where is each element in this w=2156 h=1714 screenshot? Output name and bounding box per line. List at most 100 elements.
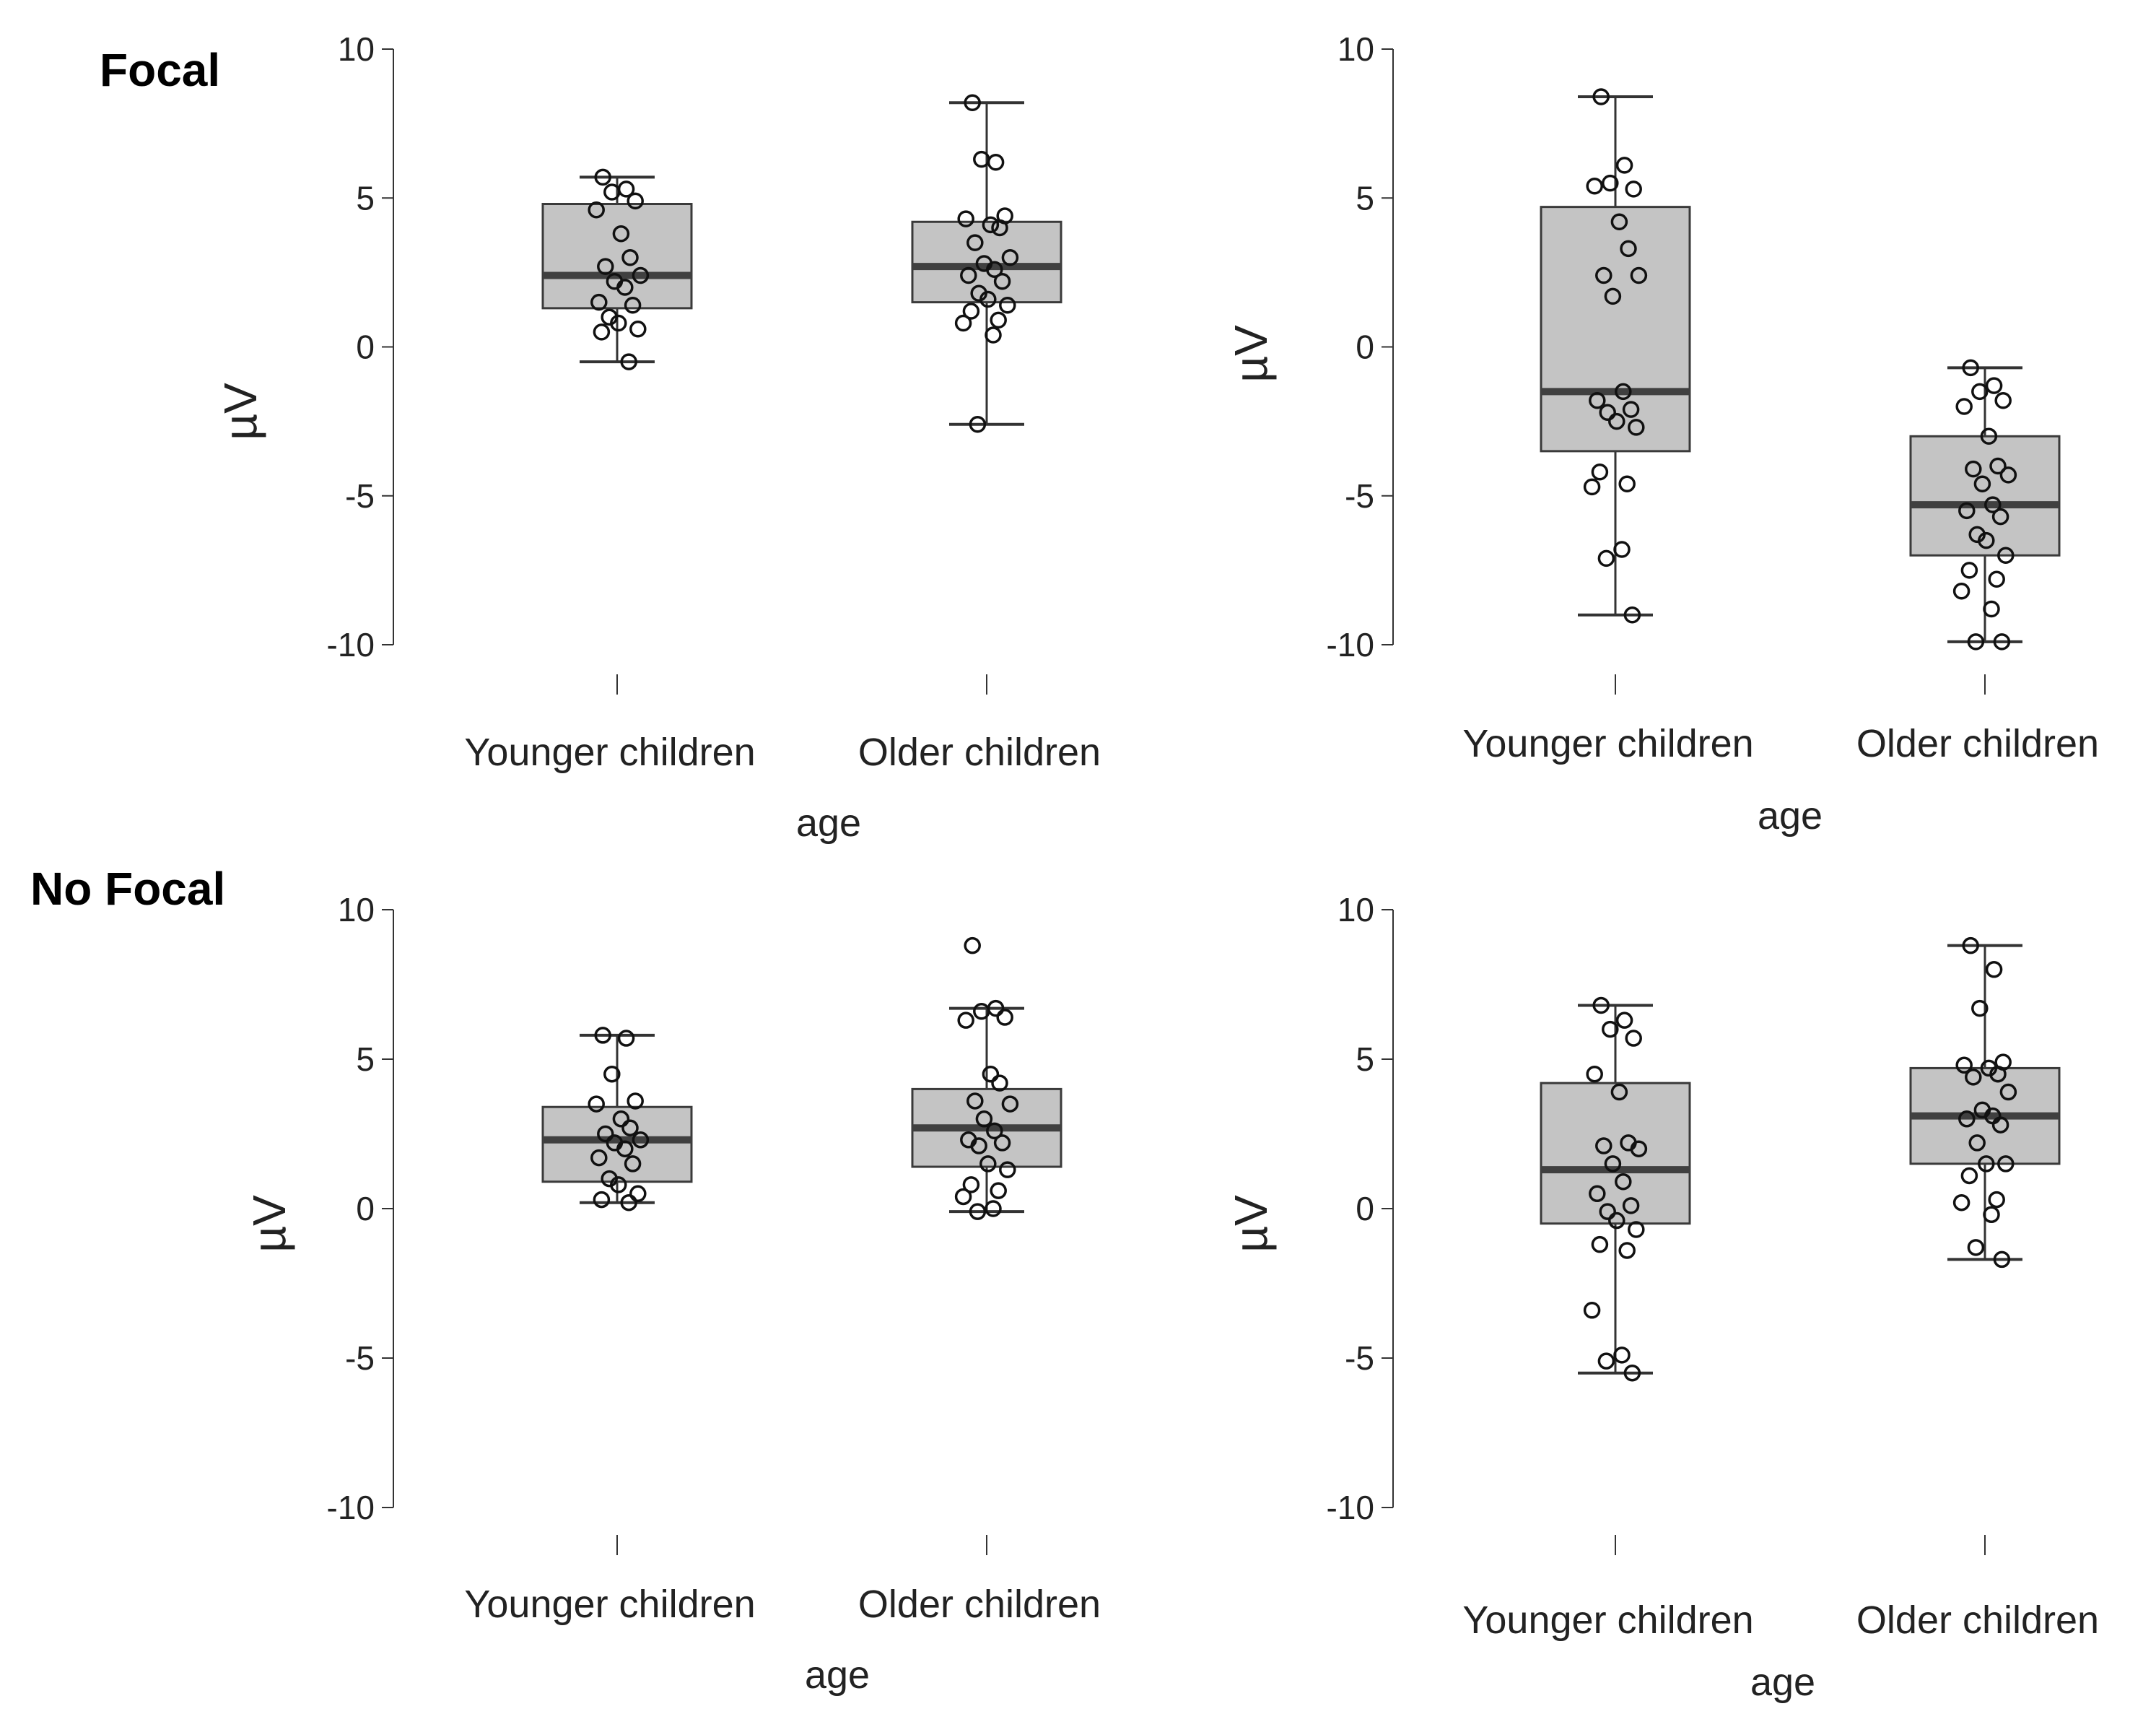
- data-point: [1001, 1095, 1019, 1113]
- data-point: [612, 225, 630, 243]
- data-point: [632, 1131, 650, 1149]
- y-tick-label: 0: [356, 1190, 375, 1227]
- data-point: [590, 293, 608, 311]
- y-tick-label: 10: [1337, 30, 1374, 68]
- data-point: [588, 201, 605, 219]
- data-point: [1958, 1110, 1976, 1128]
- data-point: [969, 416, 987, 433]
- data-point: [964, 94, 981, 111]
- data-point: [617, 1030, 635, 1047]
- data-point: [1978, 531, 1995, 549]
- box-iqr: [911, 220, 1062, 304]
- data-point: [957, 1012, 974, 1029]
- data-point: [1988, 1191, 2005, 1209]
- data-point: [1984, 496, 2002, 513]
- data-point: [975, 1110, 993, 1128]
- y-tick-label: 5: [1356, 1040, 1374, 1078]
- x-axis-label: age: [1758, 794, 1823, 838]
- y-tick-label: 10: [1337, 891, 1374, 928]
- data-point: [966, 1092, 984, 1110]
- x-category-label: Older children: [1856, 1598, 2099, 1642]
- y-axis-label: µV: [214, 383, 266, 440]
- data-point: [1615, 1012, 1633, 1029]
- data-point: [1613, 541, 1631, 558]
- row-label-no-focal: No Focal: [30, 863, 226, 915]
- data-point: [1610, 1083, 1628, 1101]
- data-point: [1583, 1302, 1601, 1319]
- data-point: [1597, 1352, 1615, 1370]
- data-point: [1622, 1197, 1640, 1214]
- data-point: [1971, 999, 1989, 1017]
- data-point: [966, 234, 984, 251]
- data-point: [1630, 1140, 1648, 1157]
- y-tick-label: 0: [1356, 329, 1374, 366]
- panel-3: 10 5 0 -5 -10 µV Younger children Older childre…: [243, 891, 1101, 1697]
- data-point: [964, 936, 981, 954]
- panel-2: 10 5 0 -5 -10 µV Younger children Older childre…: [1225, 30, 2099, 838]
- y-tick-label: 5: [356, 179, 375, 217]
- data-point: [1958, 502, 1976, 520]
- y-tick-label: -10: [1327, 626, 1374, 664]
- y-tick-label: 0: [1356, 1190, 1374, 1227]
- data-point: [612, 1110, 630, 1128]
- data-point: [629, 321, 647, 338]
- data-point: [1615, 383, 1632, 401]
- y-tick-label: -5: [345, 1339, 375, 1377]
- data-point: [999, 297, 1016, 314]
- data-point: [1960, 1167, 1978, 1185]
- data-point: [590, 1149, 608, 1167]
- data-point: [1620, 240, 1637, 258]
- x-category-label: Older children: [858, 731, 1101, 774]
- data-point: [624, 297, 642, 314]
- data-point: [1971, 383, 1989, 401]
- y-tick-label: 5: [1356, 179, 1374, 217]
- y-tick-label: -5: [1345, 477, 1374, 515]
- data-point: [1597, 549, 1615, 567]
- data-point: [991, 219, 1008, 237]
- data-point: [1604, 287, 1622, 305]
- data-point: [1583, 478, 1601, 496]
- data-point: [1591, 1235, 1609, 1253]
- y-tick-label: -5: [345, 477, 375, 515]
- data-point: [1001, 249, 1019, 266]
- data-point: [970, 1137, 987, 1154]
- data-point: [1960, 562, 1978, 579]
- data-point: [1983, 600, 2000, 618]
- data-point: [616, 1140, 634, 1157]
- data-point: [1589, 1185, 1606, 1203]
- data-point: [594, 168, 611, 186]
- y-tick-label: -10: [327, 1489, 375, 1526]
- panel-1: 10 5 0 -5 -10 µV Younger children Older childre…: [214, 30, 1101, 845]
- data-point: [985, 326, 1002, 344]
- data-point: [1991, 1116, 2009, 1134]
- data-point: [986, 1122, 1003, 1140]
- data-point: [1622, 401, 1640, 418]
- data-point: [1618, 1242, 1636, 1259]
- data-point: [588, 1095, 605, 1113]
- box-younger: [1540, 88, 1691, 624]
- data-point: [620, 353, 637, 370]
- data-point: [1965, 460, 1982, 478]
- data-point: [1623, 1364, 1641, 1382]
- data-point: [1595, 1137, 1612, 1154]
- data-point: [1591, 464, 1609, 481]
- data-point: [1983, 1206, 2000, 1224]
- data-point: [629, 1185, 647, 1203]
- data-point: [999, 1161, 1016, 1178]
- data-point: [603, 1065, 621, 1083]
- data-point: [603, 183, 621, 201]
- data-point: [960, 266, 977, 284]
- y-tick-label: 10: [338, 30, 375, 68]
- data-point: [1967, 633, 1985, 651]
- data-point: [1952, 1193, 1970, 1211]
- box-older: [1909, 936, 2061, 1269]
- box-iqr: [541, 1105, 693, 1183]
- data-point: [969, 1203, 987, 1220]
- x-category-label: Older children: [1856, 722, 2099, 765]
- data-point: [962, 303, 980, 320]
- data-point: [1615, 1173, 1632, 1191]
- data-point: [1608, 412, 1625, 430]
- data-point: [1955, 1056, 1973, 1074]
- x-category-label: Younger children: [1462, 722, 1753, 765]
- data-point: [593, 323, 611, 341]
